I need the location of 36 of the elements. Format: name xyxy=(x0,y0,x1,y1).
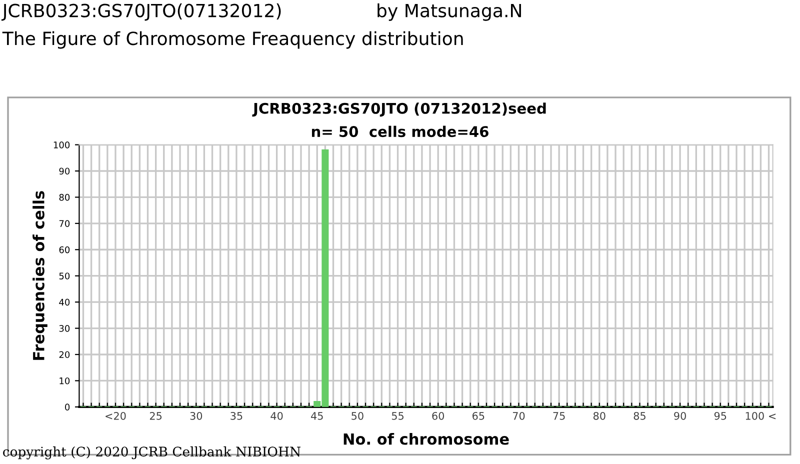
y-tick-label: 40 xyxy=(59,298,70,306)
x-tick-label: 65 xyxy=(472,412,484,420)
x-axis-title: No. of chromosome xyxy=(344,432,509,445)
x-tick-label: 40 xyxy=(270,412,283,420)
x-tick-label: 60 xyxy=(432,412,444,420)
text: copyright (C) 2020 JCRB Cellbank NIBIOHN xyxy=(3,446,300,460)
x-tick-label: <20 xyxy=(106,412,126,420)
y-tick-label: 70 xyxy=(59,220,70,227)
x-tick-label: 85 xyxy=(634,412,646,420)
y-tick-label: 50 xyxy=(59,272,70,280)
y-tick-label: 0 xyxy=(65,404,70,410)
y-tick-label: 100 xyxy=(54,142,70,148)
text: by Matsunaga.N xyxy=(378,3,521,21)
x-tick-label: 100 < xyxy=(746,412,776,420)
y-tick-label: 10 xyxy=(60,377,70,384)
text: JCRB0323:GS70JTO(07132012) xyxy=(1,3,281,21)
y-tick-label: 30 xyxy=(59,325,70,332)
chart-subtitle: n= 50 cells mode=46 xyxy=(312,126,488,138)
x-tick-label: 45 xyxy=(311,412,323,420)
text: The Figure of Chromosome Freaquency distribution xyxy=(2,31,463,49)
y-tick-label: 60 xyxy=(59,246,70,254)
x-tick-label: 90 xyxy=(674,412,686,420)
x-tick-label: 50 xyxy=(352,412,364,420)
y-tick-label: 80 xyxy=(59,194,70,201)
x-tick-label: 80 xyxy=(593,412,606,420)
x-tick-label: 75 xyxy=(553,412,565,420)
x-tick-label: 70 xyxy=(512,412,525,420)
x-tick-label: 55 xyxy=(392,412,404,420)
chart-title: JCRB0323:GS70JTO (07132012)seed xyxy=(252,102,546,117)
x-tick-label: 95 xyxy=(714,412,726,420)
y-axis-title: Frequencies of cells xyxy=(32,191,48,360)
y-tick-label: 20 xyxy=(59,351,70,358)
x-tick-label: 25 xyxy=(150,412,162,420)
x-tick-label: 35 xyxy=(230,412,242,420)
y-tick-label: 90 xyxy=(59,168,70,175)
x-tick-label: 30 xyxy=(190,412,202,420)
